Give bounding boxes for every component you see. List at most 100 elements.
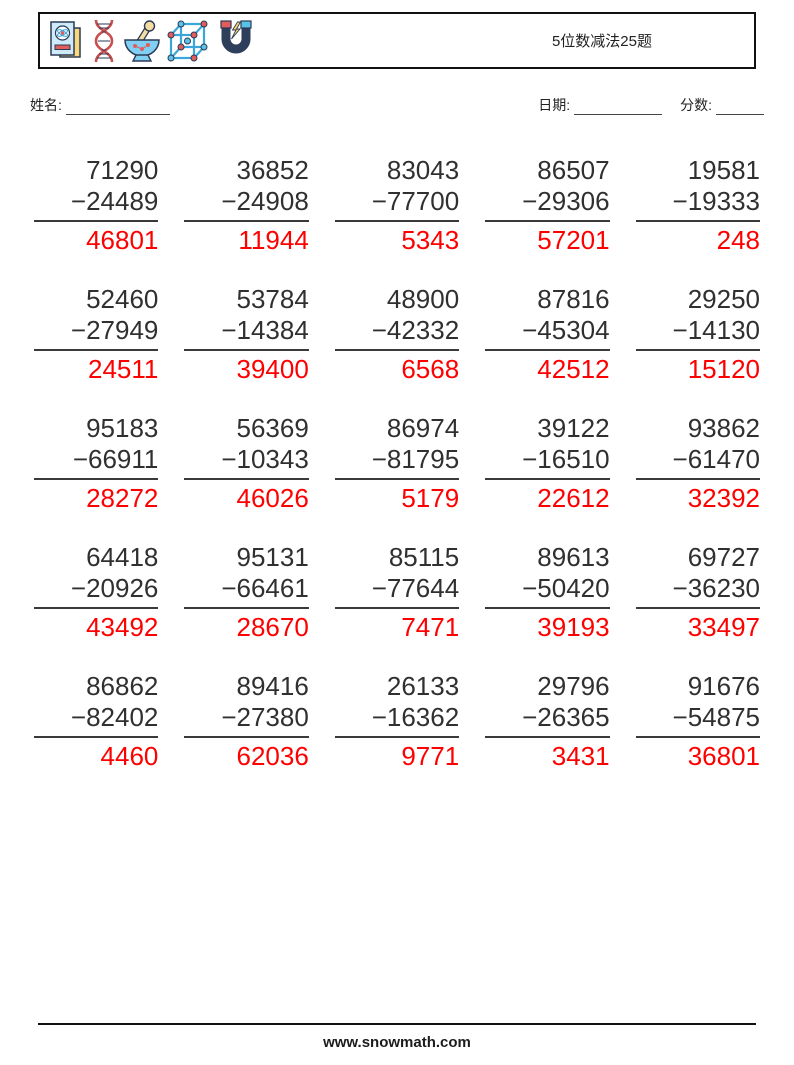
problem-cell: 89613 −50420 39193 [485,542,610,643]
problem-cell: 19581 −19333 248 [635,155,760,256]
answer: 22612 [537,483,610,513]
minuend: 36852 [236,155,309,185]
subtrahend: −14384 [184,315,309,351]
answer: 36801 [687,741,760,771]
subtrahend: −77644 [334,573,460,609]
answer: 5179 [401,483,460,513]
answer: 9771 [401,741,460,771]
mortar-pestle-icon [122,19,162,63]
site-text: www.snowmath.com [323,1034,471,1051]
minuend: 85115 [388,542,460,572]
problem-cell: 29250 −14130 15120 [635,284,760,385]
answer: 39400 [236,354,309,384]
subtrahend: −10343 [184,444,309,480]
name-field: 姓名: [30,95,170,115]
answer: 42512 [537,354,610,384]
subtrahend: −42332 [334,315,460,351]
problem-cell: 52460 −27949 24511 [34,284,159,385]
dna-icon [90,19,118,63]
problem-cell: 87816 −45304 42512 [485,284,610,385]
answer: 39193 [537,612,610,642]
minuend: 69727 [687,542,760,572]
problem-cell: 95131 −66461 28670 [184,542,309,643]
subtrahend: −82402 [34,702,159,738]
minuend: 91676 [687,671,760,701]
minuend: 53784 [236,284,309,314]
score-label: 分数: [680,97,712,113]
subtrahend: −54875 [635,702,760,738]
magnet-icon [214,19,258,63]
answer: 6568 [401,354,460,384]
page-title: 5位数减法25题 [551,33,652,50]
answer: 57201 [537,225,610,255]
subtrahend: −27949 [34,315,159,351]
answer: 11944 [238,225,309,255]
subtrahend: −66461 [184,573,309,609]
answer: 5343 [401,225,460,255]
minuend: 64418 [86,542,159,572]
problem-cell: 29796 −26365 3431 [485,671,610,772]
problem-cell: 36852 −24908 11944 [184,155,309,256]
subtrahend: −20926 [34,573,159,609]
subtrahend: −81795 [334,444,460,480]
minuend: 95183 [86,413,159,443]
subtrahend: −16362 [334,702,460,738]
minuend: 89613 [537,542,610,572]
subtrahend: −77700 [334,186,460,222]
problem-cell: 85115 −77644 7471 [334,542,460,643]
problem-cell: 86862 −82402 4460 [34,671,159,772]
subtrahend: −29306 [485,186,610,222]
minuend: 29250 [687,284,760,314]
minuend: 71290 [86,155,159,185]
date-blank [574,100,663,115]
minuend: 19581 [687,155,760,185]
problem-cell: 69727 −36230 33497 [635,542,760,643]
answer: 24511 [88,354,159,384]
date-label: 日期: [538,97,571,113]
header-icons [46,19,258,63]
problem-cell: 86507 −29306 57201 [485,155,610,256]
name-label: 姓名: [30,97,62,113]
name-blank [65,100,170,115]
footer: www.snowmath.com [38,1023,756,1065]
science-book-icon [46,19,86,63]
problem-cell: 53784 −14384 39400 [184,284,309,385]
subtrahend: −66911 [34,444,159,480]
answer: 248 [716,225,760,255]
problem-cell: 39122 −16510 22612 [485,413,610,514]
subtrahend: −24489 [34,186,159,222]
minuend: 83043 [386,155,460,185]
minuend: 93862 [687,413,760,443]
minuend: 39122 [537,413,610,443]
answer: 28272 [86,483,159,513]
molecule-cube-icon [166,19,210,63]
minuend: 86862 [86,671,159,701]
fields-row: 姓名: 日期: 分数: [30,95,764,115]
problem-cell: 48900 −42332 6568 [334,284,460,385]
problem-cell: 89416 −27380 62036 [184,671,309,772]
problem-cell: 64418 −20926 43492 [34,542,159,643]
answer: 7471 [401,612,460,642]
answer: 46801 [86,225,159,255]
answer: 62036 [236,741,309,771]
subtrahend: −61470 [635,444,760,480]
answer: 32392 [687,483,760,513]
minuend: 52460 [86,284,159,314]
subtrahend: −16510 [485,444,610,480]
minuend: 26133 [386,671,460,701]
problems-grid: 71290 −24489 46801 36852 −24908 11944 83043 −77… [34,155,760,772]
problem-cell: 93862 −61470 32392 [635,413,760,514]
subtrahend: −27380 [184,702,309,738]
subtrahend: −19333 [635,186,760,222]
problem-cell: 83043 −77700 5343 [334,155,460,256]
score-field: 分数: [680,95,764,115]
subtrahend: −36230 [635,573,760,609]
subtrahend: −45304 [485,315,610,351]
worksheet-page: 5位数减法25题 姓名: 日期: 分数: 71290 −24489 46801 368… [0,12,794,1051]
answer: 33497 [687,612,760,642]
minuend: 95131 [236,542,309,572]
subtrahend: −14130 [635,315,760,351]
subtrahend: −50420 [485,573,610,609]
minuend: 89416 [236,671,309,701]
answer: 3431 [551,741,610,771]
